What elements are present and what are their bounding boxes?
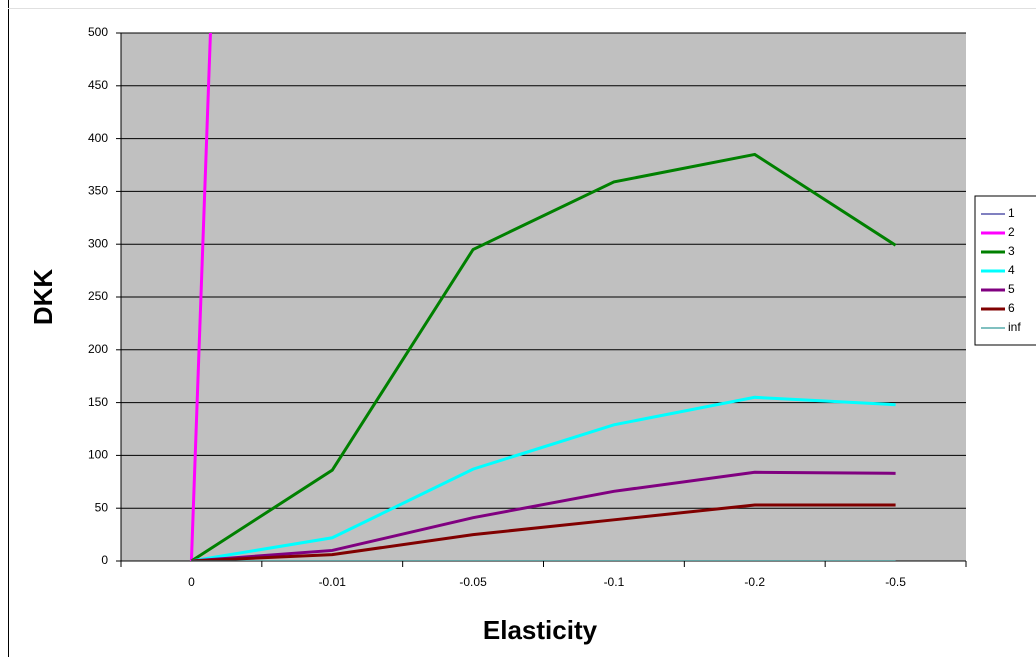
x-tick-label: -0.05 (459, 575, 487, 589)
y-tick-label: 0 (101, 553, 108, 567)
y-tick-label: 250 (88, 289, 108, 303)
x-tick-label: -0.2 (744, 575, 765, 589)
series-line (191, 470, 896, 561)
series-line (191, 395, 896, 561)
legend-label: inf (1008, 320, 1021, 334)
y-axis-label: DKK (28, 269, 58, 326)
series-line (191, 503, 896, 561)
legend-label: 2 (1008, 225, 1015, 239)
legend-label: 4 (1008, 263, 1015, 277)
y-tick-label: 200 (88, 342, 108, 356)
y-tick-label: 400 (88, 131, 108, 145)
y-tick-label: 300 (88, 236, 108, 250)
x-axis-label: Elasticity (483, 615, 598, 645)
series-line (190, 152, 897, 561)
x-tick-label: -0.1 (604, 575, 625, 589)
plot-lines (189, 33, 897, 561)
legend-label: 3 (1008, 244, 1015, 258)
y-tick-label: 350 (88, 184, 108, 198)
y-tick-label: 450 (88, 78, 108, 92)
legend-label: 1 (1008, 206, 1015, 220)
legend-label: 5 (1008, 282, 1015, 296)
x-tick-label: -0.01 (319, 575, 347, 589)
legend-label: 6 (1008, 301, 1015, 315)
x-tick-label: -0.5 (885, 575, 906, 589)
y-tick-label: 500 (88, 25, 108, 39)
y-tick-label: 100 (88, 448, 108, 462)
x-tick-label: 0 (188, 575, 195, 589)
y-tick-label: 50 (95, 500, 109, 514)
y-tick-label: 150 (88, 395, 108, 409)
